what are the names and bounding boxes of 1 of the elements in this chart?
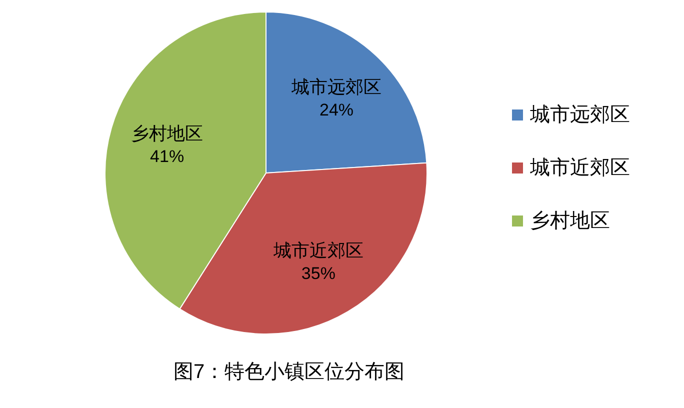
title: 图7：特色小镇区位分布图 [173,361,405,383]
